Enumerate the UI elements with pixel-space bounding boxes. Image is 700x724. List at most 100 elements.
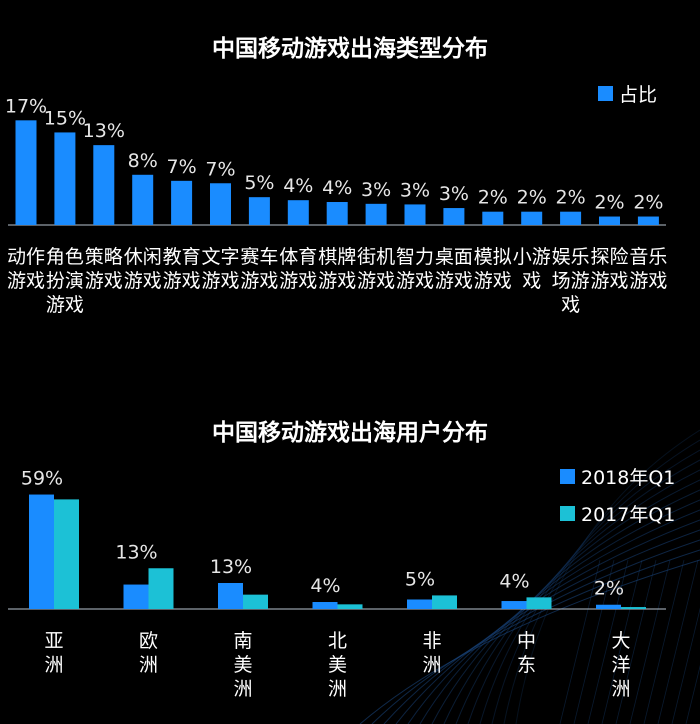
chart1-title: 中国移动游戏出海类型分布 <box>212 35 488 62</box>
chart2-bar-2017 <box>54 499 79 609</box>
chart1-category-label: 教育游戏 <box>163 246 201 292</box>
chart1-category-label: 文字游戏 <box>201 246 239 292</box>
chart1-data-label: 2% <box>556 187 586 209</box>
chart1-category-label: 动作游戏 <box>7 246 45 292</box>
chart1-bar <box>132 174 154 225</box>
chart1-data-label: 13% <box>83 120 125 142</box>
decor-wave-line <box>503 439 700 724</box>
chart1-data-label: 4% <box>283 175 313 197</box>
chart1-category-label: 休闲游戏 <box>124 246 162 292</box>
chart2-category-label: 南美洲 <box>233 630 252 700</box>
chart2-bar-2017 <box>243 594 268 609</box>
decor-mesh-line <box>601 559 643 724</box>
chart2-data-label: 13% <box>210 556 252 578</box>
chart1-data-label: 2% <box>594 192 624 214</box>
decor-mesh-line <box>685 664 700 724</box>
chart1-bar <box>443 208 465 225</box>
decor-wave-line <box>479 459 700 724</box>
chart2-legend-swatch-2018 <box>560 469 575 484</box>
chart1-bar <box>287 200 309 225</box>
chart1-category-label: 角色扮演游戏 <box>46 246 84 316</box>
chart1-data-label: 17% <box>5 95 47 117</box>
decor-wave-line <box>431 499 700 724</box>
chart1-data-label: 2% <box>517 187 547 209</box>
chart1-bar <box>210 183 231 225</box>
chart2-bar-2018 <box>407 599 432 609</box>
chart1-category-label: 音乐游戏 <box>629 246 667 292</box>
chart1-category-label: 小游戏 <box>513 246 551 292</box>
chart1-bar <box>171 180 193 225</box>
chart2-bar-2017 <box>621 607 646 609</box>
chart1-category-label: 智力游戏 <box>396 246 434 292</box>
chart2-bar-2018 <box>218 583 243 609</box>
chart2-bar-2018 <box>501 601 527 609</box>
chart1-category-label: 模拟游戏 <box>474 246 512 292</box>
chart1-plot: 17% 动作游戏 15% 角色扮演游戏 13% 策略游戏 8% 休闲游戏 7% 教育游戏 7% 文字游… <box>5 95 668 316</box>
decor-mesh-line <box>643 559 685 724</box>
chart2-data-label: 4% <box>310 575 340 597</box>
chart1-data-label: 3% <box>400 179 430 201</box>
chart2-data-label: 5% <box>405 568 435 590</box>
chart1-category-label: 桌面游戏 <box>435 246 473 292</box>
chart1-bar <box>599 216 620 225</box>
chart1-bar <box>15 120 37 225</box>
decor-mesh-line <box>629 559 671 724</box>
decor-wave-line <box>515 429 700 724</box>
chart2-bar-2018 <box>312 602 338 609</box>
chart1-legend-label: 占比 <box>619 84 657 106</box>
chart2-bar-2017 <box>432 595 457 609</box>
chart2-title: 中国移动游戏出海用户分布 <box>212 419 488 446</box>
chart1-bar <box>637 216 659 225</box>
decor-wave-line <box>395 529 700 724</box>
chart1-data-label: 5% <box>244 172 274 194</box>
chart1-data-label: 7% <box>205 158 235 180</box>
chart2-bar-2018 <box>596 604 621 609</box>
chart2-category-label: 大洋洲 <box>611 630 630 700</box>
decor-wave-line <box>407 519 700 724</box>
decor-wave-line <box>467 469 700 724</box>
chart1-bar <box>521 211 543 225</box>
chart1-legend-swatch <box>598 86 613 101</box>
decor-mesh-line <box>671 607 700 724</box>
chart1-category-label: 娱乐场游戏 <box>552 246 590 316</box>
chart1-category-label: 街机游戏 <box>357 246 395 292</box>
chart1-data-label: 7% <box>167 156 197 178</box>
decor-wave-line <box>419 509 700 724</box>
chart1-bar <box>93 145 115 225</box>
decor-wave-line <box>371 549 700 724</box>
decor-wave-line <box>443 489 700 724</box>
chart2-bar-2017 <box>337 604 363 609</box>
chart2-data-label: 4% <box>499 570 529 592</box>
chart1-data-label: 15% <box>44 107 86 129</box>
chart2-category-label: 北美洲 <box>328 630 347 700</box>
decor-mesh-line <box>559 559 601 724</box>
chart2-data-label: 2% <box>594 578 624 600</box>
decor-wave-line <box>359 559 700 724</box>
chart1-category-label: 策略游戏 <box>85 246 123 292</box>
chart2-bar-2018 <box>123 584 149 609</box>
chart2-legend-label-2017: 2017年Q1 <box>581 504 675 526</box>
decor-mesh-line <box>657 559 699 724</box>
chart2-category-label: 欧洲 <box>139 630 158 676</box>
chart1-bar <box>404 204 426 225</box>
chart1-category-label: 体育游戏 <box>279 246 317 292</box>
chart2-category-label: 中东 <box>517 630 536 676</box>
decor-wave-line <box>455 479 700 724</box>
chart1-bar <box>248 197 270 225</box>
chart1-bar <box>54 132 76 225</box>
chart1-bar <box>482 211 504 225</box>
decor-wave-line <box>383 539 700 724</box>
chart2-data-label: 13% <box>115 541 157 563</box>
chart2-plot: 59% 亚洲 13% 欧洲 13% 南美洲 4% 北美洲 5% 非洲 4% 中东 2% 大洋洲 <box>8 468 666 700</box>
chart1-data-label: 3% <box>439 183 469 205</box>
chart1-data-label: 8% <box>128 150 158 172</box>
chart2-category-label: 亚洲 <box>44 630 63 676</box>
decor-mesh-line <box>573 559 615 724</box>
chart2-data-label: 59% <box>21 468 63 490</box>
chart2-legend-label-2018: 2018年Q1 <box>581 467 675 489</box>
chart1-bar <box>560 211 582 225</box>
chart2-bar-2018 <box>29 494 54 609</box>
chart1-bar <box>326 202 348 225</box>
chart1-category-label: 赛车游戏 <box>240 246 278 292</box>
